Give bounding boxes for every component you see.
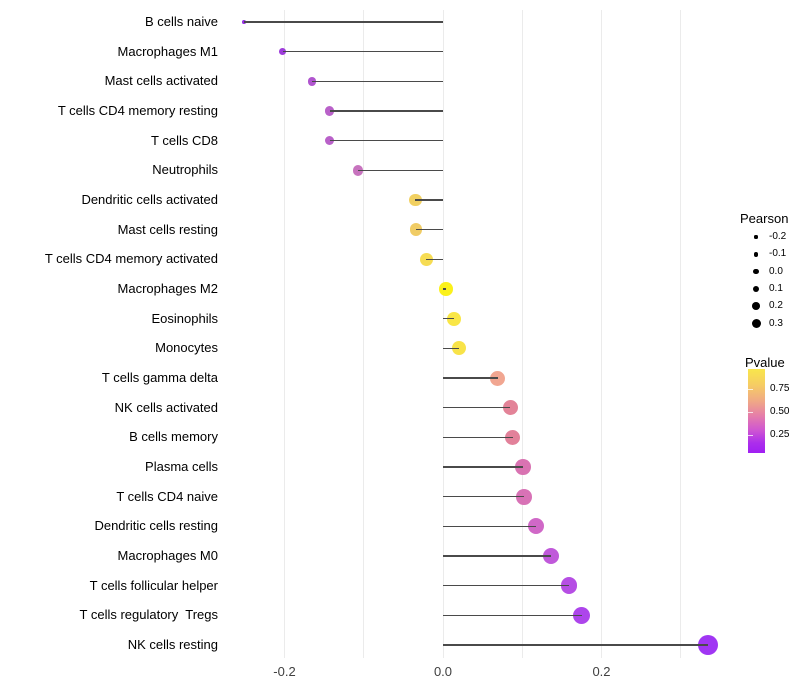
stem-line: [443, 495, 524, 498]
size-legend-dot: [752, 302, 760, 311]
category-label: Eosinophils: [151, 310, 219, 326]
data-point: [352, 165, 364, 176]
data-point: [308, 77, 317, 86]
category-label: B cells naive: [145, 14, 218, 29]
category-label: NK cells activated: [114, 399, 218, 415]
size-legend-dot: [752, 285, 760, 293]
stem-line: [329, 139, 443, 142]
size-legend-label: 0.3: [769, 317, 783, 329]
category-label: Macrophages M0: [117, 548, 218, 564]
stem-line: [443, 644, 708, 646]
stem-line: [416, 228, 443, 231]
category-label: T cells CD4 memory activated: [44, 251, 218, 267]
data-point: [325, 106, 335, 116]
stem-line: [329, 110, 443, 112]
stem-line: [443, 584, 569, 587]
size-legend-label: 0.1: [769, 282, 783, 294]
stem-line: [443, 525, 536, 528]
size-legend-label: 0.2: [769, 300, 783, 312]
category-label: Dendritic cells activated: [81, 192, 218, 208]
data-point: [515, 459, 531, 475]
size-legend-dot: [753, 268, 759, 275]
stem-line: [358, 169, 443, 172]
stem-line: [312, 80, 443, 83]
category-label: T cells gamma delta: [101, 370, 218, 386]
size-legend-title: Pearson: [740, 211, 789, 226]
stem-line: [282, 50, 443, 53]
category-label: Dendritic cells resting: [94, 518, 218, 534]
size-legend-dot: [754, 235, 758, 239]
size-legend-label: -0.2: [769, 231, 787, 242]
size-legend-label: -0.1: [769, 248, 787, 260]
category-label: Plasma cells: [145, 459, 218, 475]
category-label: Macrophages M1: [117, 43, 218, 59]
data-point: [409, 223, 423, 236]
stem-line: [415, 199, 443, 201]
stem-line: [443, 466, 524, 468]
stem-line: [443, 347, 459, 350]
x-axis-tick-label: -0.2: [273, 664, 296, 679]
stem-line: [443, 614, 582, 617]
category-label: T cells follicular helper: [89, 577, 218, 593]
pvalue-tick-label: 0.50: [770, 405, 790, 417]
pvalue-tick-label: 0.75: [770, 383, 790, 395]
category-label: T cells CD4 memory resting: [57, 103, 218, 118]
stem-line: [443, 436, 513, 439]
gridline-x--0.1: [363, 10, 365, 658]
category-label: B cells memory: [129, 429, 218, 445]
gridline-x-0.2: [601, 10, 602, 658]
category-label: Monocytes: [155, 340, 218, 356]
data-point: [325, 136, 335, 146]
stem-line: [426, 258, 443, 261]
category-label: T cells CD4 naive: [116, 488, 218, 504]
size-legend-dot: [753, 252, 759, 257]
category-label: Mast cells activated: [104, 73, 218, 89]
gridline-x--0.2: [284, 10, 285, 658]
x-axis-tick-label: 0.0: [433, 664, 453, 679]
stem-line: [443, 555, 551, 557]
pvalue-tick-mark: [748, 434, 753, 436]
pvalue-tick-mark: [748, 389, 753, 391]
data-point: [542, 547, 559, 565]
stem-line: [443, 317, 455, 320]
pvalue-tick-label: 0.25: [770, 428, 790, 440]
gridline-x-0.1: [521, 10, 523, 658]
category-label: Macrophages M2: [117, 281, 218, 297]
data-point: [439, 282, 453, 296]
stem-line: [443, 288, 447, 290]
category-label: T cells regulatory Tregs: [79, 607, 218, 623]
stem-line: [443, 406, 511, 409]
category-label: NK cells resting: [127, 637, 218, 653]
x-axis-tick-label: 0.2: [592, 664, 611, 679]
stem-line: [244, 21, 443, 23]
category-label: Neutrophils: [152, 162, 218, 178]
pvalue-tick-mark: [748, 411, 753, 413]
data-point: [515, 488, 532, 505]
size-legend-label: 0.0: [769, 265, 783, 277]
size-legend-dot: [751, 319, 761, 328]
stem-line: [443, 377, 498, 379]
data-point: [490, 370, 506, 386]
category-label: T cells CD8: [151, 132, 218, 148]
gridline-x-0.3: [680, 10, 682, 658]
data-point: [279, 48, 287, 56]
color-legend-title: Pvalue: [745, 355, 785, 370]
category-label: Mast cells resting: [117, 221, 218, 237]
data-point: [408, 193, 422, 207]
gridline-x-0: [442, 10, 444, 658]
data-point: [242, 20, 246, 24]
